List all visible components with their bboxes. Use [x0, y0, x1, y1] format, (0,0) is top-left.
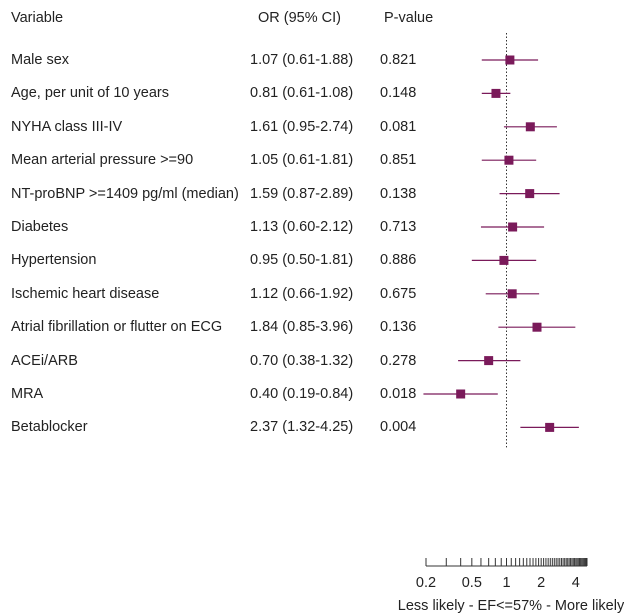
row-pvalue: 0.004 [380, 419, 417, 436]
row-variable-label: Betablocker [11, 419, 88, 436]
row-or-ci: 0.40 (0.19-0.84) [250, 386, 354, 402]
x-tick-label: 2 [537, 575, 545, 591]
row-or-ci: 1.59 (0.87-2.89) [250, 185, 354, 202]
row-or-ci: 0.70 (0.38-1.32) [250, 352, 354, 369]
or-point [456, 389, 466, 399]
row-or-ci: 1.05 (0.61-1.81) [250, 152, 354, 169]
row-pvalue: 0.713 [380, 219, 417, 235]
or-point [525, 122, 535, 132]
row-or-ci: 0.81 (0.61-1.08) [250, 85, 354, 102]
row-variable-label: ACEi/ARB [11, 352, 78, 369]
x-axis-label: Less likely - EF<=57% - More likely [398, 598, 624, 614]
x-tick-label: 0.2 [416, 575, 436, 591]
row-variable-label: Diabetes [11, 219, 69, 235]
row-variable-label: Mean arterial pressure >=90 [11, 152, 194, 169]
row-variable-label: MRA [11, 386, 44, 402]
row-pvalue: 0.081 [380, 118, 417, 135]
row-pvalue: 0.136 [380, 319, 417, 336]
row-pvalue: 0.851 [380, 152, 417, 169]
row-pvalue: 0.018 [380, 386, 417, 402]
row-variable-label: Male sex [11, 52, 70, 68]
x-tick-label: 0.5 [462, 575, 482, 591]
row-pvalue: 0.821 [380, 52, 417, 68]
or-point [499, 255, 509, 265]
row-or-ci: 1.12 (0.66-1.92) [250, 285, 354, 302]
row-variable-label: Hypertension [11, 252, 97, 269]
or-point [532, 322, 542, 332]
or-point [508, 222, 518, 232]
or-point [504, 155, 514, 165]
or-point [545, 422, 555, 432]
row-variable-label: NT-proBNP >=1409 pg/ml (median) [11, 185, 239, 202]
row-pvalue: 0.148 [380, 85, 417, 102]
row-variable-label: Age, per unit of 10 years [11, 85, 169, 102]
or-point [505, 55, 515, 65]
row-variable-label: Ischemic heart disease [11, 285, 160, 302]
row-or-ci: 1.84 (0.85-3.96) [250, 319, 354, 336]
or-point [484, 356, 494, 366]
or-point [525, 189, 535, 199]
row-or-ci: 1.13 (0.60-2.12) [250, 219, 354, 235]
row-or-ci: 1.61 (0.95-2.74) [250, 118, 354, 135]
header-pvalue: P-value [384, 10, 434, 26]
row-or-ci: 0.95 (0.50-1.81) [250, 252, 354, 269]
row-or-ci: 1.07 (0.61-1.88) [250, 52, 354, 68]
row-variable-label: Atrial fibrillation or flutter on ECG [11, 319, 223, 336]
x-tick-label: 1 [502, 575, 510, 591]
x-tick-label: 4 [572, 575, 580, 591]
header-variable: Variable [11, 10, 64, 26]
row-pvalue: 0.886 [380, 252, 417, 269]
row-variable-label: NYHA class III-IV [11, 118, 123, 135]
row-or-ci: 2.37 (1.32-4.25) [250, 419, 354, 436]
row-pvalue: 0.138 [380, 185, 417, 202]
row-pvalue: 0.278 [380, 352, 417, 369]
or-point [507, 289, 517, 299]
header-or-ci: OR (95% CI) [258, 10, 341, 26]
or-point [491, 88, 501, 98]
row-pvalue: 0.675 [380, 285, 417, 302]
